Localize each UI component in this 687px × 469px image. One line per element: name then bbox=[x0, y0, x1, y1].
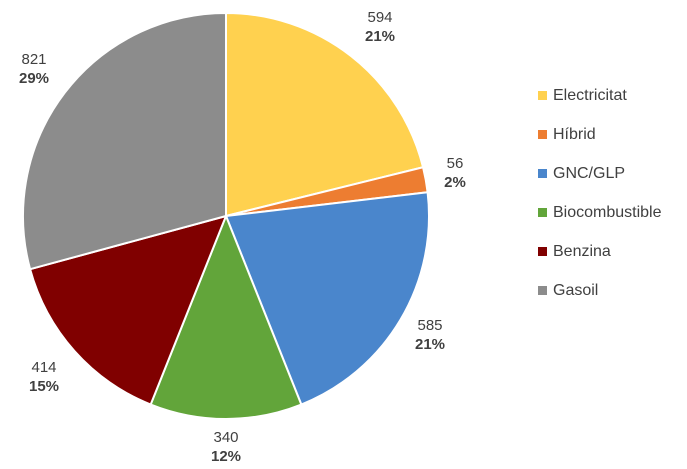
legend-label: Electricitat bbox=[553, 86, 627, 104]
legend-swatch bbox=[538, 130, 547, 139]
legend-label: Híbrid bbox=[553, 125, 596, 143]
legend-item: Electricitat bbox=[538, 76, 662, 115]
data-label-value: 56 bbox=[447, 155, 464, 172]
pie-slice-electricitat bbox=[225, 11, 425, 218]
legend-item: Híbrid bbox=[538, 115, 662, 154]
pie-slice-gnc-glp bbox=[224, 191, 430, 406]
pie-slice-benzina bbox=[28, 214, 228, 406]
legend-swatch bbox=[538, 247, 547, 256]
data-label-value: 414 bbox=[31, 359, 56, 376]
legend-label: Gasoil bbox=[553, 281, 599, 299]
legend-swatch bbox=[538, 208, 547, 217]
data-label-percent: 2% bbox=[444, 174, 466, 191]
legend-item: Biocombustible bbox=[538, 193, 662, 232]
data-label-percent: 15% bbox=[29, 378, 59, 395]
legend-swatch bbox=[538, 91, 547, 100]
legend-swatch bbox=[538, 286, 547, 295]
legend-label: Biocombustible bbox=[553, 203, 662, 221]
chart-legend: Electricitat Híbrid GNC/GLP Biocombustible B… bbox=[538, 76, 662, 310]
data-label-percent: 21% bbox=[365, 28, 395, 45]
pie-slice-gasoil bbox=[22, 11, 227, 271]
data-label-value: 821 bbox=[21, 51, 46, 68]
pie-slices bbox=[22, 11, 430, 420]
data-label-percent: 29% bbox=[19, 70, 49, 87]
legend-label: GNC/GLP bbox=[553, 164, 626, 182]
data-label-value: 585 bbox=[417, 317, 442, 334]
data-label-percent: 12% bbox=[211, 448, 241, 465]
data-label-value: 340 bbox=[213, 429, 238, 446]
legend-swatch bbox=[538, 169, 547, 178]
data-labels: 594 21% 56 2% 585 21% 340 12% 414 15% 821 29% bbox=[19, 9, 466, 465]
legend-item: GNC/GLP bbox=[538, 154, 662, 193]
legend-label: Benzina bbox=[553, 242, 611, 260]
legend-item: Gasoil bbox=[538, 271, 662, 310]
legend-item: Benzina bbox=[538, 232, 662, 271]
pie-slice-biocombustible bbox=[149, 213, 303, 420]
data-label-value: 594 bbox=[367, 9, 392, 26]
data-label-percent: 21% bbox=[415, 336, 445, 353]
